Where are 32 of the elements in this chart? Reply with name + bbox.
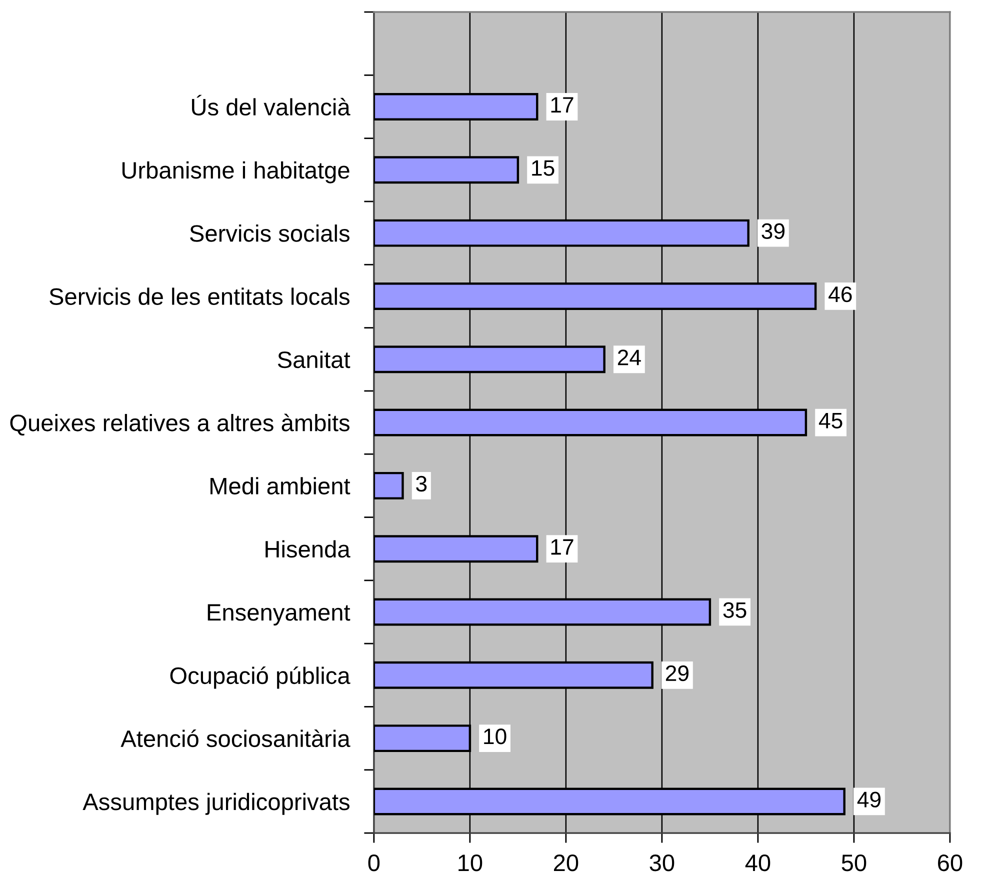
y-tick-label: Queixes relatives a altres àmbits	[10, 414, 350, 436]
data-label: 17	[551, 97, 574, 112]
y-tick-label: Urbanisme i habitatge	[122, 161, 350, 184]
data-label: 3	[416, 476, 427, 492]
data-label: 45	[818, 412, 842, 428]
x-tick-label: 20	[554, 854, 578, 872]
y-tick-label: Hisenda	[266, 540, 350, 558]
data-label: 49	[857, 792, 881, 808]
y-tick-label: Servicis de les entitats locals	[50, 288, 350, 306]
x-tick-label: 60	[938, 854, 962, 872]
data-label: 46	[828, 286, 852, 302]
x-tick-label: 10	[458, 854, 482, 872]
data-label: 35	[723, 602, 746, 618]
x-tick-label: 50	[842, 854, 866, 872]
y-tick-label: Servicis socials	[190, 224, 350, 242]
data-label: 10	[484, 728, 506, 744]
y-tick-label: Atenció sociosanitària	[120, 729, 350, 748]
data-label: 15	[532, 160, 554, 176]
y-tick-label: Ús del valencià	[192, 94, 350, 116]
y-tick-label: Assumptes juridicoprivats	[82, 792, 350, 815]
x-tick-label: 0	[368, 854, 380, 872]
y-tick-label: Ensenyament	[208, 604, 350, 626]
data-label: 39	[762, 223, 785, 240]
data-label: 17	[551, 539, 574, 555]
data-label: 29	[666, 665, 688, 682]
y-tick-label: Medi ambient	[210, 477, 350, 494]
x-tick-label: 30	[650, 854, 674, 872]
x-tick-label: 40	[745, 854, 770, 872]
y-tick-label: Sanitat	[278, 350, 350, 368]
data-label: 24	[618, 350, 641, 366]
bar	[374, 472, 404, 500]
y-tick-label: Ocupació pública	[170, 666, 350, 689]
